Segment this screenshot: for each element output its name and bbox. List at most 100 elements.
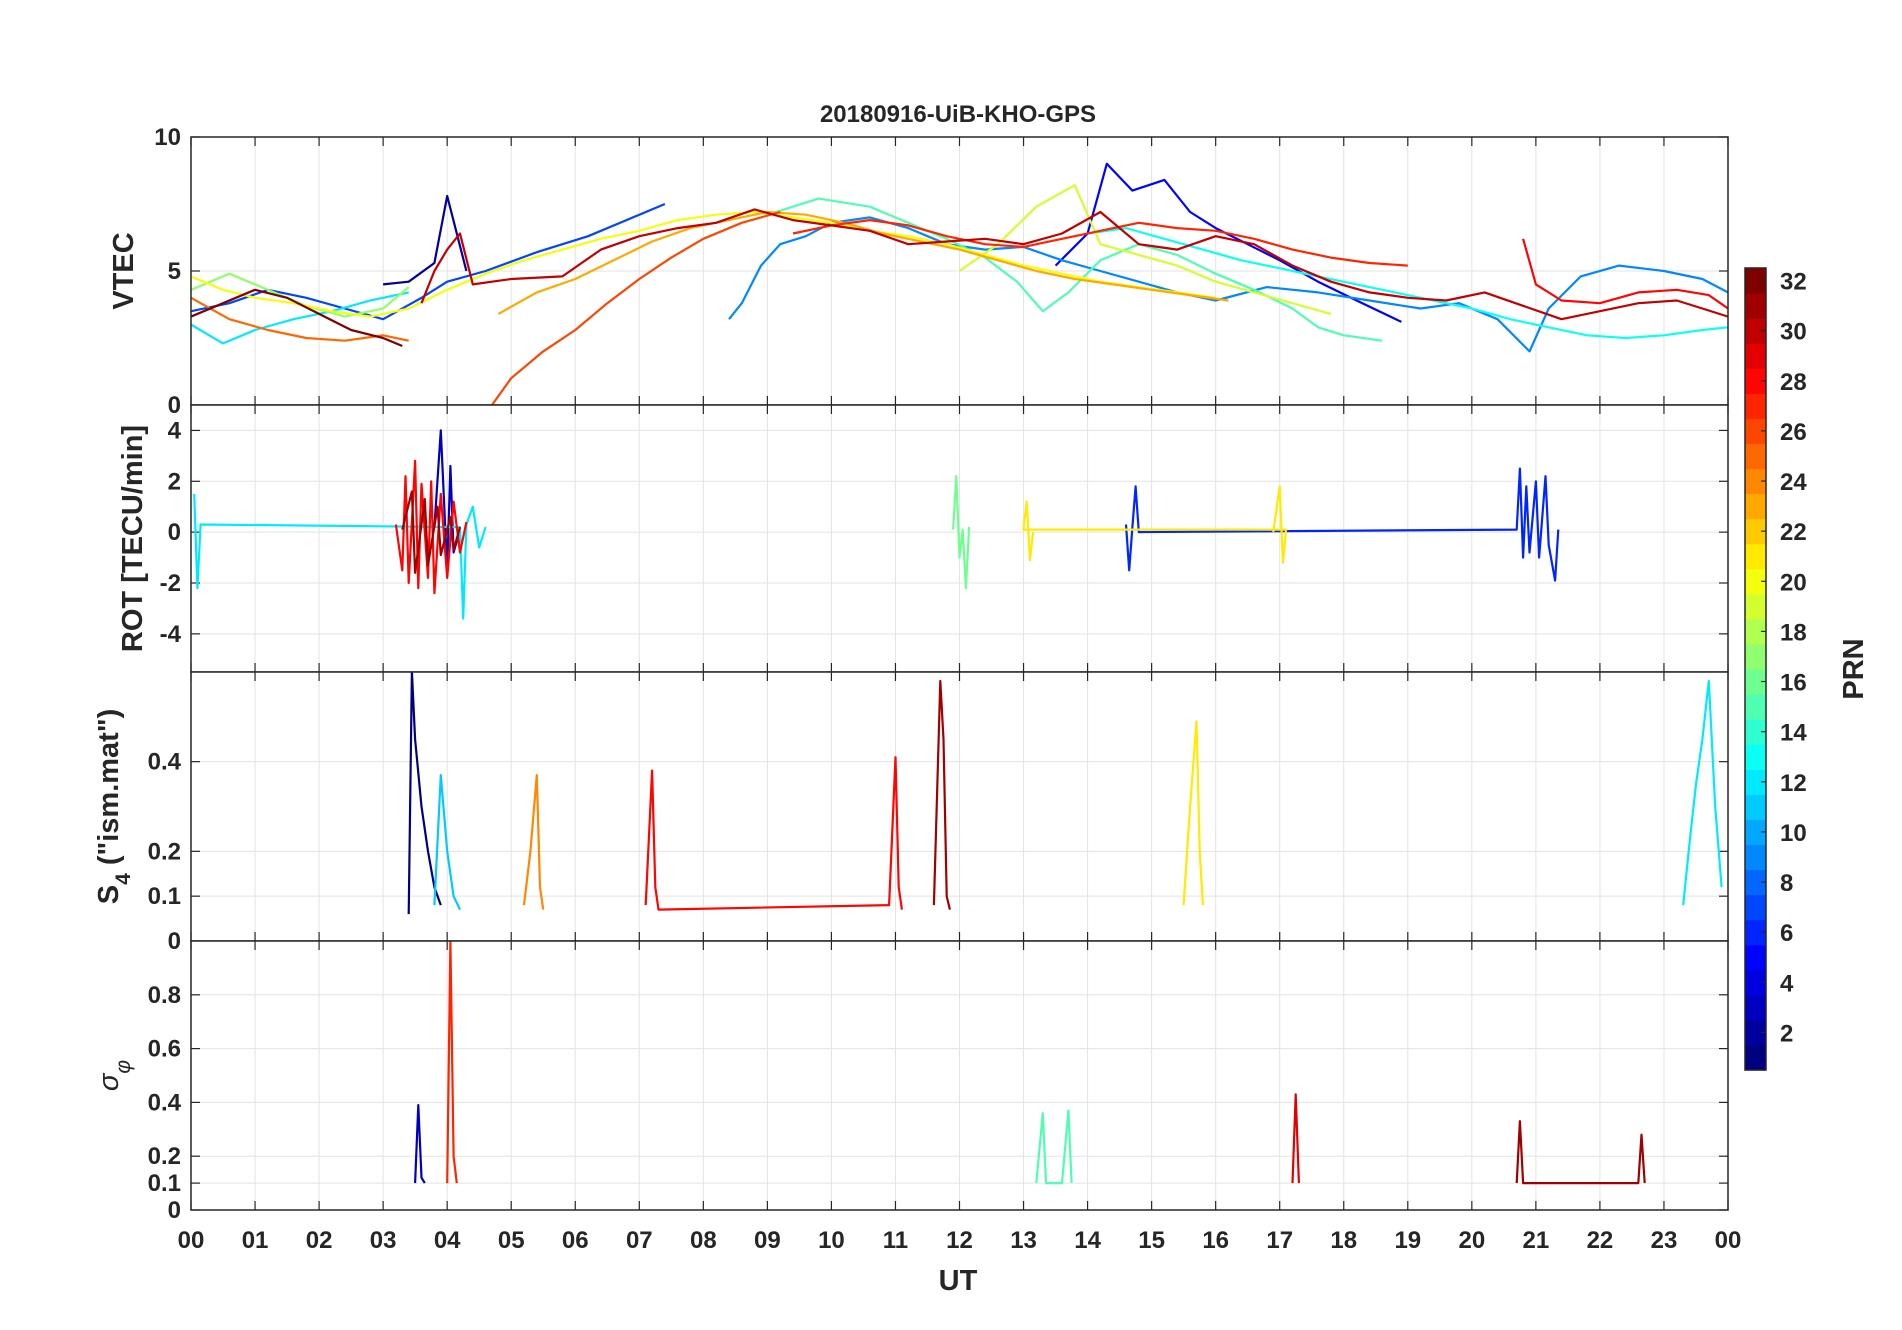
colorbar-band-prn-2 [1745, 1019, 1766, 1046]
x-tick-label: 02 [306, 1227, 333, 1254]
vtec-y-tick-label: 10 [154, 124, 181, 151]
colorbar-band-prn-30 [1745, 318, 1766, 344]
sigma_phi-series-prn-29 [1291, 1093, 1300, 1184]
s4-y-tick-label: 0.2 [148, 838, 181, 865]
colorbar-tick-label: 16 [1780, 670, 1807, 697]
x-tick-label: 00 [1715, 1227, 1742, 1254]
colorbar-tick-label: 6 [1780, 920, 1793, 947]
x-tick-label: 11 [883, 1227, 908, 1254]
x-tick-label: 22 [1587, 1227, 1614, 1254]
colorbar-band-prn-20 [1745, 568, 1766, 595]
colorbar-band-prn-12 [1745, 769, 1766, 795]
s4-y-tick-label: 0.1 [148, 883, 181, 910]
colorbar-tick-label: 2 [1780, 1020, 1793, 1047]
colorbar-band-prn-32 [1745, 268, 1766, 294]
x-tick-label: 16 [1202, 1227, 1229, 1254]
colorbar-tick-label: 8 [1780, 870, 1793, 897]
x-tick-label: 15 [1138, 1227, 1165, 1254]
vtec-series-prn-20 [191, 210, 1216, 318]
x-axis-label-group: UT [939, 1265, 978, 1297]
chart-title-group: 20180916-UiB-KHO-GPS [820, 101, 1096, 128]
vtec-series-prn-5 [1054, 162, 1402, 323]
rot-y-tick-label: 2 [168, 468, 181, 495]
colorbar-band-prn-4 [1745, 969, 1766, 996]
panel-s4: 0 0.1 0.2 0.4 S4 ("ism.mat") [93, 671, 1729, 955]
s4-y-axis-label: S4 ("ism.mat") [93, 709, 135, 905]
colorbar-band-prn-9 [1745, 844, 1766, 871]
colorbar-label: PRN [1838, 638, 1870, 699]
sigma_phi-series-prn-3 [414, 1103, 426, 1184]
colorbar-band-prn-8 [1745, 869, 1766, 896]
colorbar-frame [1744, 267, 1767, 1071]
sigma_phi-series-group [414, 941, 1646, 1185]
s4-y-tick-label: 0 [168, 928, 181, 955]
colorbar-gradient [1745, 268, 1766, 1071]
colorbar-band-prn-15 [1745, 694, 1766, 720]
x-tick-label: 01 [242, 1227, 269, 1254]
colorbar-tick-label: 32 [1780, 269, 1807, 296]
colorbar-band-prn-26 [1745, 418, 1766, 445]
colorbar-band-prn-31 [1745, 293, 1766, 319]
sigma_phi-series-prn-27 [446, 941, 458, 1184]
colorbar-band-prn-5 [1745, 944, 1766, 971]
sigma_phi-axes-frame [190, 940, 1729, 1211]
colorbar-band-prn-23 [1745, 493, 1766, 520]
vtec-series-prn-28 [1522, 238, 1728, 310]
s4-series-prn-28 [644, 756, 903, 911]
x-tick-label: 10 [818, 1227, 845, 1254]
sigma_phi-series-prn-15 [1035, 1109, 1073, 1185]
colorbar-tick-label: 30 [1780, 319, 1807, 346]
rot-series-prn-6 [1124, 467, 1560, 582]
x-tick-label: 17 [1266, 1227, 1293, 1254]
colorbar-tick-label: 26 [1780, 419, 1807, 446]
chart-title: 20180916-UiB-KHO-GPS [820, 101, 1096, 128]
vtec-series-prn-26 [491, 210, 781, 405]
x-tick-label: 05 [498, 1227, 525, 1254]
rot-y-tick-label: 4 [168, 417, 182, 444]
panel-sigma-phi: 00.10.2 0.4 0.6 0.8 σφ [93, 940, 1729, 1224]
x-tick-label: 04 [434, 1227, 461, 1254]
colorbar-tick-label: 20 [1780, 569, 1807, 596]
s4-series-prn-12 [1682, 679, 1723, 906]
vtec-series-prn-27 [792, 219, 1408, 267]
rot-series-prn-16 [952, 475, 971, 590]
colorbar-tick-label: 10 [1780, 820, 1807, 847]
colorbar-band-prn-17 [1745, 643, 1766, 670]
vtec-y-tick-label: 0 [168, 392, 181, 419]
x-tick-label: 21 [1523, 1227, 1550, 1254]
s4-y-tick-label: 0.4 [148, 749, 182, 776]
rot-y-tick-label: 0 [168, 519, 181, 546]
colorbar-band-prn-25 [1745, 443, 1766, 470]
s4-series-prn-21 [1182, 720, 1204, 906]
colorbar-band-prn-21 [1745, 543, 1766, 570]
x-tick-label: 14 [1074, 1227, 1101, 1254]
vtec-y-tick-label: 5 [168, 258, 181, 285]
colorbar-band-prn-29 [1745, 343, 1766, 369]
colorbar-band-prn-28 [1745, 368, 1766, 394]
x-tick-label: 03 [370, 1227, 397, 1254]
colorbar-band-prn-18 [1745, 618, 1766, 645]
rot-series-prn-31 [401, 490, 462, 574]
sigma_phi-y-tick-label: 0.4 [148, 1089, 182, 1116]
colorbar-band-prn-10 [1745, 819, 1766, 846]
colorbar-band-prn-19 [1745, 593, 1766, 620]
rot-series-prn-21 [1022, 485, 1288, 564]
x-tick-label: 18 [1330, 1227, 1357, 1254]
sigma_phi-series-prn-31 [1515, 1120, 1646, 1185]
colorbar-band-prn-16 [1745, 669, 1766, 695]
colorbar-band-prn-3 [1745, 994, 1766, 1021]
rot-y-axis-label: ROT [TECU/min] [117, 425, 149, 652]
vtec-series-group [191, 162, 1728, 405]
vtec-series-prn-32 [191, 288, 403, 348]
colorbar-tick-label: 4 [1780, 970, 1794, 997]
sigma_phi-y-tick-label: 0.6 [148, 1036, 181, 1063]
sigma_phi-y-axis-label: σφ [93, 1060, 135, 1092]
vtec-series-prn-13 [1087, 227, 1728, 340]
x-tick-labels: 00 01 02 03 04 05 06 07 08 09 10 11 12 13 14 15 16 17 18 19… [178, 1227, 1742, 1254]
vtec-series-prn-2 [382, 194, 468, 286]
x-tick-label: 06 [562, 1227, 589, 1254]
rot-y-tick-label: -4 [160, 621, 182, 648]
panel-vtec: 0 5 10 VTEC [108, 124, 1729, 419]
